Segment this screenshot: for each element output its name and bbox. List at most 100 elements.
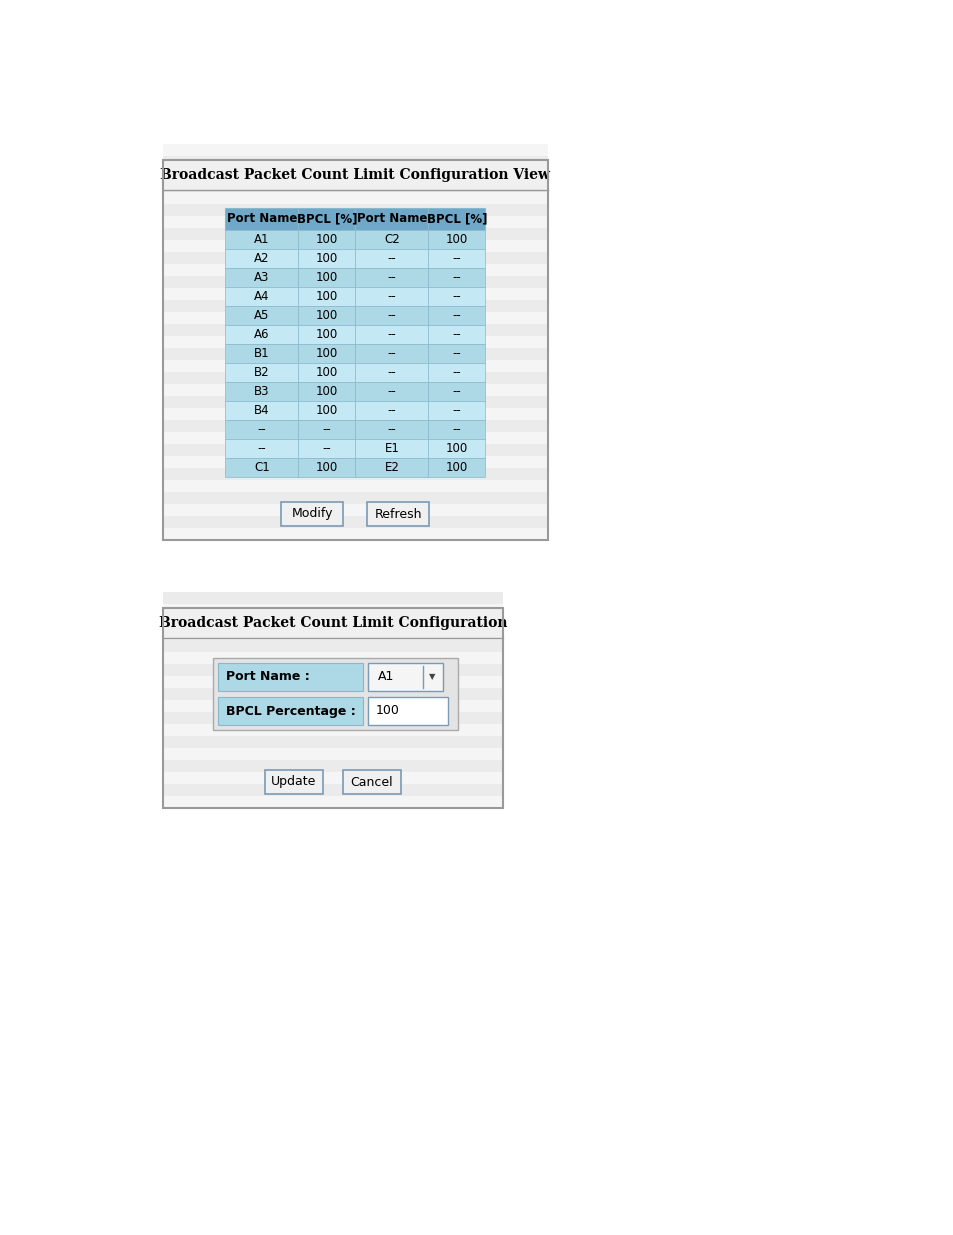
Bar [225,287,298,306]
Text: 100: 100 [315,309,337,322]
Bar [428,363,485,382]
Bar [298,458,355,477]
Text: --: -- [387,309,395,322]
Bar [298,420,355,438]
Text: BPCL [%]: BPCL [%] [426,212,487,226]
Bar [163,161,547,540]
Bar [163,252,547,264]
Bar [163,456,547,468]
Bar [298,363,355,382]
Text: --: -- [452,424,461,436]
Text: 100: 100 [445,233,468,246]
Text: Modify: Modify [292,508,333,520]
Bar [428,249,485,268]
Bar [163,724,502,736]
Bar [163,228,547,240]
Text: BPCL Percentage :: BPCL Percentage : [226,704,355,718]
Bar [163,445,547,456]
Text: ▼: ▼ [428,673,435,682]
Text: --: -- [387,329,395,341]
Text: 100: 100 [315,252,337,266]
Text: Refresh: Refresh [375,508,422,520]
Bar [298,438,355,458]
Text: --: -- [387,366,395,379]
Text: 100: 100 [315,329,337,341]
Bar [265,769,323,794]
Bar [355,325,428,345]
Bar [428,420,485,438]
Bar [355,363,428,382]
Bar [163,608,502,638]
Bar [163,784,502,797]
Text: --: -- [257,424,266,436]
Text: Port Name: Port Name [356,212,427,226]
Bar [163,713,502,724]
Text: Broadcast Packet Count Limit Configuration View: Broadcast Packet Count Limit Configurati… [160,168,550,182]
Bar [355,382,428,401]
Text: A5: A5 [254,309,270,322]
Bar [368,663,442,692]
Bar [428,345,485,363]
Text: --: -- [322,442,331,454]
Bar [298,401,355,420]
Text: Port Name: Port Name [227,212,297,226]
Text: --: -- [387,404,395,417]
Bar [163,516,547,529]
Text: B1: B1 [253,347,270,359]
Text: Cancel: Cancel [351,776,393,788]
Bar [163,797,502,808]
Bar [298,249,355,268]
Bar [298,287,355,306]
Bar [163,384,547,396]
Bar [367,501,429,526]
Bar [163,629,502,640]
Bar [355,287,428,306]
Bar [163,300,547,312]
Bar [428,306,485,325]
Bar [355,345,428,363]
Text: A1: A1 [254,233,270,246]
Bar [163,240,547,252]
Bar [163,396,547,408]
Bar [225,207,298,230]
Bar [225,420,298,438]
Bar [343,769,400,794]
Bar [163,652,502,664]
Text: 100: 100 [445,442,468,454]
Text: --: -- [452,270,461,284]
Bar [163,772,502,784]
Text: --: -- [452,252,461,266]
Bar [163,156,547,168]
Text: --: -- [387,385,395,398]
Text: A2: A2 [254,252,270,266]
Text: B4: B4 [253,404,270,417]
Bar [298,325,355,345]
Bar [213,658,457,730]
Text: 100: 100 [315,461,337,474]
Bar [298,207,355,230]
Bar [428,268,485,287]
Text: --: -- [322,424,331,436]
Text: 100: 100 [315,404,337,417]
Bar [163,468,547,480]
Bar [163,144,547,156]
Bar [163,372,547,384]
Bar [163,161,547,190]
Bar [355,438,428,458]
Bar [225,401,298,420]
Bar [298,382,355,401]
Bar [355,249,428,268]
Bar [355,306,428,325]
Text: Port Name :: Port Name : [226,671,310,683]
Bar [225,363,298,382]
Bar [163,191,547,204]
Text: A1: A1 [377,671,394,683]
Bar [163,492,547,504]
Text: --: -- [452,329,461,341]
Bar [163,312,547,324]
Bar [163,204,547,216]
Bar [225,345,298,363]
Text: --: -- [452,385,461,398]
Bar [225,249,298,268]
Bar [355,268,428,287]
